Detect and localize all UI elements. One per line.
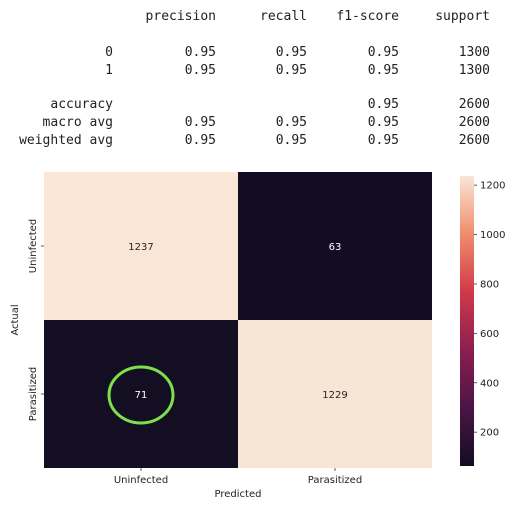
row-value: 1300 — [458, 45, 490, 60]
colorbar-tick-label: 600 — [480, 329, 499, 340]
row-value: 2600 — [458, 133, 490, 148]
row-value: 0.95 — [275, 63, 307, 78]
row-value: 0.95 — [275, 45, 307, 60]
row-value: 0.95 — [184, 115, 216, 130]
x-tick-label: Uninfected — [114, 475, 168, 486]
cell-value-label: 1229 — [322, 390, 347, 401]
row-value: 2600 — [458, 115, 490, 130]
row-value: 0.95 — [184, 63, 216, 78]
highlight-circle — [107, 365, 175, 425]
row-value: 0.95 — [275, 115, 307, 130]
header-f1-score: f1-score — [336, 9, 399, 24]
y-tick-label: Uninfected — [28, 219, 39, 273]
cell-value-label: 1237 — [128, 242, 153, 253]
y-axis-label: Actual — [10, 304, 21, 335]
y-tick-label: Parasitized — [28, 367, 39, 421]
classification-report: precision recall f1-score support 0 0.95… — [0, 0, 516, 160]
row-value: 0.95 — [184, 133, 216, 148]
x-tick-label: Parasitized — [308, 475, 362, 486]
heatmap-cell — [238, 172, 432, 320]
cell-value-label: 71 — [135, 390, 148, 401]
row-value: 0.95 — [367, 45, 399, 60]
row-value: 0.95 — [275, 133, 307, 148]
colorbar-tick-label: 1200 — [480, 181, 505, 192]
row-value: 0.95 — [367, 115, 399, 130]
row-label: 0 — [105, 45, 113, 60]
row-label: macro avg — [42, 115, 113, 130]
row-value: 2600 — [458, 97, 490, 112]
row-value: 0.95 — [367, 97, 399, 112]
colorbar-tick-label: 800 — [480, 279, 499, 290]
colorbar-tick-label: 200 — [480, 428, 499, 439]
heatmap: 1237 63 71 1229 — [44, 172, 432, 468]
heatmap-cell — [238, 320, 432, 468]
row-value: 0.95 — [367, 133, 399, 148]
cell-value-label: 63 — [329, 242, 342, 253]
heatmap-cell — [44, 320, 238, 468]
row-value: 0.95 — [184, 45, 216, 60]
row-value: 1300 — [458, 63, 490, 78]
colorbar: 1200 1000 800 600 400 200 — [460, 176, 505, 466]
row-label: 1 — [105, 63, 113, 78]
heatmap-cell — [44, 172, 238, 320]
colorbar-tick-label: 400 — [480, 378, 499, 389]
row-label: weighted avg — [19, 133, 113, 148]
header-recall: recall — [260, 9, 307, 24]
header-precision: precision — [145, 9, 216, 24]
row-label: accuracy — [50, 97, 113, 112]
row-value: 0.95 — [367, 63, 399, 78]
colorbar-gradient — [460, 176, 474, 466]
axes: Uninfected Parasitized Uninfected Parasitiz… — [10, 219, 362, 500]
confusion-matrix-chart: 1237 63 71 1229 1200 1000 800 600 400 200 Uninfe… — [10, 172, 505, 500]
colorbar-tick-label: 1000 — [480, 230, 505, 241]
x-axis-label: Predicted — [215, 489, 262, 500]
header-support: support — [435, 9, 490, 24]
